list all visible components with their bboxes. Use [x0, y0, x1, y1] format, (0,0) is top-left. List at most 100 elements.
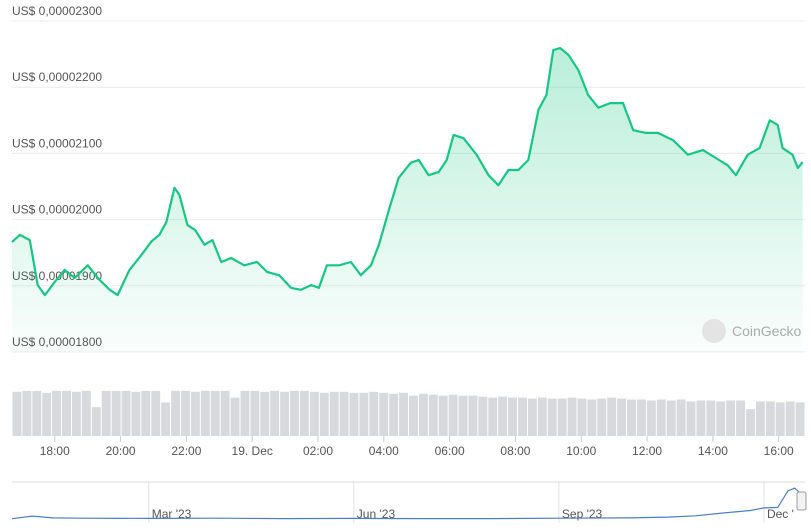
- volume-bar: [379, 392, 389, 436]
- volume-bar: [498, 396, 508, 436]
- volume-bar: [399, 392, 408, 436]
- x-tick-label: 10:00: [566, 444, 596, 458]
- volume-bar: [547, 398, 557, 436]
- volume-bar: [518, 397, 527, 436]
- volume-bar: [686, 401, 696, 436]
- volume-bar: [636, 399, 646, 436]
- volume-bar: [339, 391, 349, 436]
- volume-bar: [726, 400, 736, 436]
- volume-bar: [706, 400, 716, 436]
- volume-bar: [42, 392, 52, 436]
- volume-bar: [775, 402, 785, 436]
- volume-bar: [597, 398, 607, 436]
- volume-bar: [22, 390, 32, 436]
- volume-bar: [577, 398, 587, 436]
- volume-bar: [121, 390, 131, 436]
- y-tick-label: US$ 0,00002100: [12, 136, 102, 150]
- volume-bar: [349, 392, 359, 436]
- volume-bar: [52, 390, 62, 436]
- volume-bar: [736, 400, 746, 436]
- volume-bar: [716, 401, 726, 436]
- volume-bar: [91, 407, 101, 436]
- x-tick-label: 22:00: [171, 444, 201, 458]
- volume-bar: [557, 398, 567, 436]
- volume-bar: [329, 391, 339, 436]
- x-tick-label: 18:00: [40, 444, 70, 458]
- volume-bar: [567, 397, 577, 436]
- volume-bar: [676, 399, 686, 436]
- x-tick-label: 04:00: [369, 444, 399, 458]
- volume-bar: [617, 398, 627, 436]
- volume-bar: [62, 390, 71, 436]
- price-area: [12, 48, 803, 352]
- volume-bar: [428, 394, 438, 436]
- x-tick-label: 16:00: [764, 444, 794, 458]
- volume-bar: [131, 391, 141, 436]
- volume-bar: [270, 390, 280, 436]
- x-tick-label: 08:00: [500, 444, 530, 458]
- watermark: CoinGecko: [702, 319, 801, 343]
- y-tick-label: US$ 0,00002300: [12, 4, 102, 18]
- volume-bar: [260, 391, 270, 436]
- volume-bar: [418, 393, 428, 436]
- volume-bar: [527, 398, 537, 436]
- volume-bar: [765, 401, 775, 436]
- volume-bar: [299, 390, 309, 436]
- navigator-tick-label: Sep '23: [562, 507, 603, 521]
- x-tick-label: 02:00: [303, 444, 333, 458]
- x-tick-label: 14:00: [698, 444, 728, 458]
- volume-bar: [359, 392, 369, 436]
- x-tick-label: 12:00: [632, 444, 662, 458]
- volume-bar: [746, 409, 755, 436]
- volume-bar: [389, 393, 399, 436]
- volume-bar: [190, 391, 200, 436]
- x-tick-label: 06:00: [435, 444, 465, 458]
- volume-bar: [646, 400, 656, 436]
- y-tick-label: US$ 0,00002200: [12, 70, 102, 84]
- volume-bar: [151, 390, 161, 436]
- volume-bar: [755, 401, 765, 436]
- volume-bar: [458, 395, 468, 436]
- navigator-line: [11, 487, 803, 520]
- volume-bar: [666, 400, 676, 436]
- volume-bar: [171, 390, 181, 436]
- volume-bar: [587, 399, 597, 436]
- volume-bar: [200, 390, 210, 436]
- x-tick-label: 19. Dec: [232, 444, 273, 458]
- volume-bar: [448, 394, 458, 436]
- volume-bar: [627, 399, 636, 436]
- y-tick-label: US$ 0,00002000: [12, 203, 102, 217]
- volume-bar: [141, 390, 151, 436]
- volume-bar: [71, 391, 81, 436]
- volume-bar: [111, 390, 121, 436]
- volume-bar: [210, 390, 220, 436]
- volume-bar: [409, 395, 418, 436]
- x-tick-label: 20:00: [106, 444, 136, 458]
- volume-bar: [508, 397, 518, 436]
- volume-bar: [220, 390, 230, 436]
- volume-bar: [32, 390, 42, 436]
- volume-bar: [478, 396, 488, 436]
- volume-bar: [319, 392, 329, 436]
- volume-bar: [230, 397, 240, 436]
- volume-bar: [795, 402, 805, 436]
- volume-bar: [438, 395, 448, 436]
- volume-bar: [369, 391, 379, 436]
- price-line: [11, 47, 804, 297]
- volume-bar: [240, 390, 250, 436]
- volume-bar: [488, 397, 498, 436]
- volume-bar: [309, 391, 319, 436]
- watermark-text: CoinGecko: [732, 323, 801, 339]
- volume-bar: [101, 390, 111, 436]
- volume-bar: [81, 390, 91, 436]
- volume-bar: [537, 397, 547, 436]
- volume-bar: [785, 401, 795, 436]
- volume-bar: [696, 400, 706, 436]
- volume-bar: [290, 390, 299, 436]
- navigator-handle[interactable]: [796, 491, 807, 511]
- volume-bar: [161, 402, 171, 436]
- volume-bar: [250, 390, 260, 436]
- volume-bar: [656, 399, 666, 436]
- volume-bar: [181, 390, 190, 436]
